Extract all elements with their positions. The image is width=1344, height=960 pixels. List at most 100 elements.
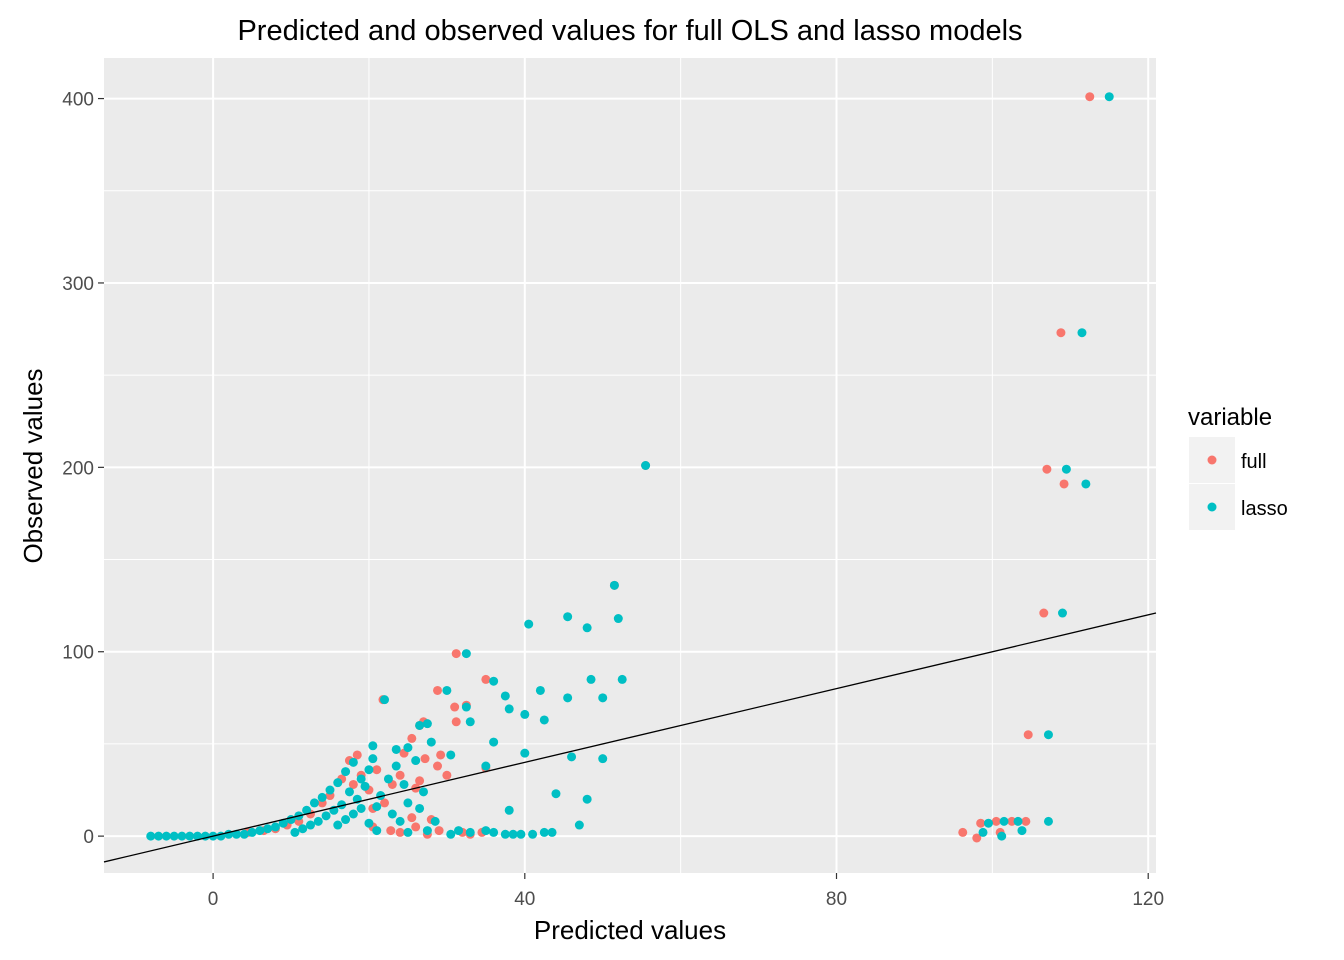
x-tick-label: 0 [208,889,219,910]
point-lasso [426,737,436,747]
point-lasso [383,774,393,784]
point-lasso [391,744,401,754]
point-lasso [1017,826,1027,836]
point-lasso [376,791,386,801]
point-lasso [399,779,409,789]
point-lasso [1057,608,1067,618]
point-lasso [364,765,374,775]
point-lasso [341,767,351,777]
point-lasso [1043,730,1053,740]
point-lasso [481,761,491,771]
point-lasso [504,704,514,714]
point-full [380,798,390,808]
x-axis-ticks: 0 40 80 120 [208,873,1164,910]
point-lasso [193,831,203,841]
point-lasso [313,816,323,826]
point-lasso [146,831,156,841]
point-lasso [641,461,651,470]
y-tick-label: 400 [62,90,94,111]
point-lasso [1104,92,1114,102]
point-full [1021,816,1031,826]
point-lasso [387,809,397,819]
chart-title: Predicted and observed values for full O… [237,15,1022,47]
point-full [1056,328,1066,338]
points-layer [146,92,1114,843]
legend-swatch-lasso [1207,502,1217,512]
y-tick-label: 300 [62,274,94,295]
point-lasso [539,827,549,837]
point-full [991,816,1001,826]
point-lasso [411,756,421,766]
point-lasso [255,826,265,836]
point-full [395,827,405,837]
point-full [420,754,430,764]
point-lasso [391,761,401,771]
legend-swatch-full [1207,455,1217,465]
point-lasso [321,811,331,821]
point-lasso [270,822,280,832]
point-lasso [446,829,456,839]
point-lasso [516,829,526,839]
point-lasso [341,815,351,825]
point-lasso [177,831,187,841]
point-lasso [978,827,988,837]
point-lasso [613,614,623,624]
point-lasso [418,787,428,797]
point-full [1007,816,1017,826]
point-full [372,765,382,775]
point-lasso [337,800,347,810]
point-lasso [154,831,164,841]
point-lasso [489,827,499,837]
x-axis-title: Predicted values [534,915,726,945]
point-lasso [356,803,366,813]
legend-title: variable [1188,404,1272,431]
point-lasso [997,831,1007,841]
point-full [451,649,461,659]
point-lasso [403,798,413,808]
x-tick-label: 80 [826,889,847,910]
point-full [442,770,452,780]
point-lasso [617,674,627,684]
point-full [434,826,444,836]
point-lasso [231,829,241,839]
point-lasso [551,789,561,799]
point-lasso [415,720,425,730]
point-lasso [403,743,413,753]
point-lasso [290,827,300,837]
point-lasso [586,674,596,684]
point-full [972,833,982,843]
point-lasso [500,691,510,701]
y-axis-ticks: 0 100 200 300 400 [62,90,104,848]
point-lasso [461,702,471,712]
point-lasso [520,748,530,758]
point-lasso [598,754,608,764]
point-lasso [524,619,534,629]
y-tick-label: 100 [62,643,94,664]
point-lasso [169,831,179,841]
point-full [433,685,443,695]
point-lasso [563,693,573,703]
point-lasso [465,717,475,727]
point-full [415,776,425,786]
point-lasso [325,785,335,795]
point-lasso [403,827,413,837]
point-lasso [309,798,319,808]
point-lasso [372,802,382,812]
point-lasso [185,831,195,841]
legend: variable full lasso [1188,404,1288,530]
point-lasso [1061,464,1071,474]
point-lasso [161,831,171,841]
point-lasso [415,803,425,813]
y-tick-label: 200 [62,458,94,479]
point-lasso [1081,479,1091,489]
point-full [386,826,396,836]
point-lasso [446,750,456,760]
point-lasso [368,754,378,764]
point-full [1039,608,1049,618]
point-lasso [302,805,312,815]
plot-panel [104,58,1156,873]
point-full [1085,92,1095,102]
point-full [958,827,968,837]
point-lasso [442,685,452,695]
legend-label-lasso: lasso [1241,498,1288,520]
